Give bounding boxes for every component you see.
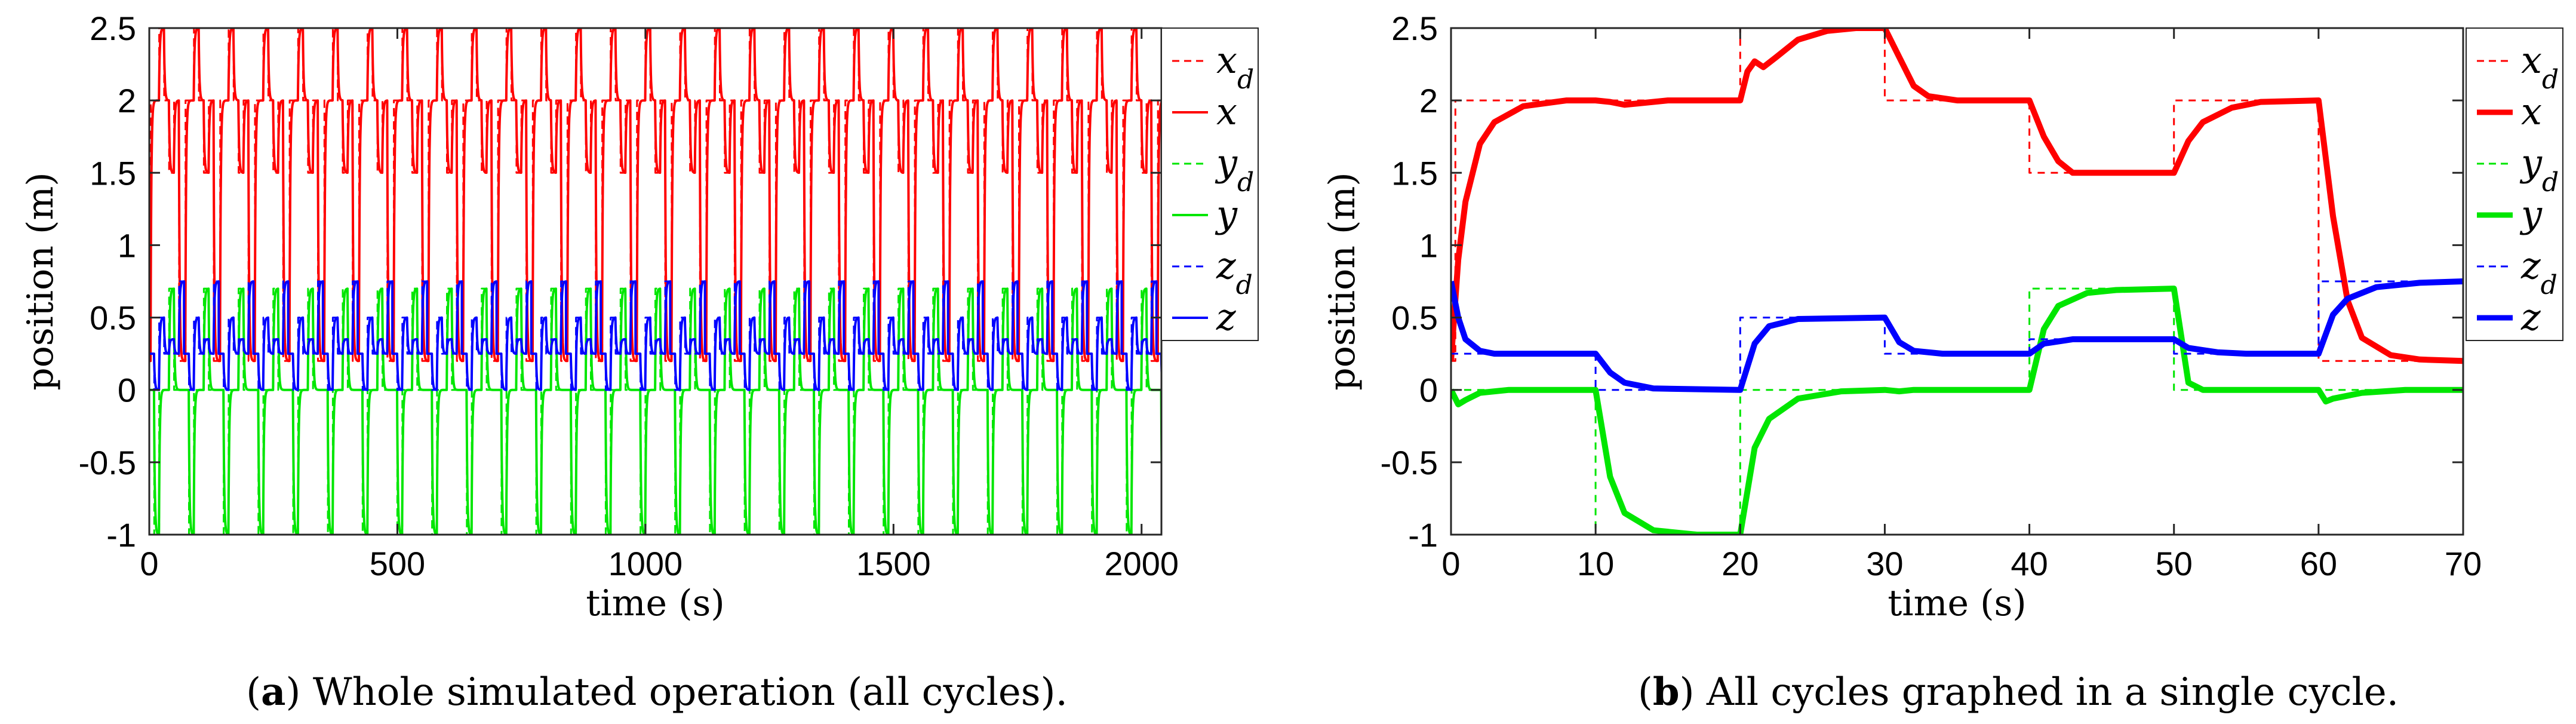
y-tick-label: 0.5 [1391,299,1438,337]
y-tick-label: 2 [1419,82,1438,119]
y-tick-label: -1 [1408,516,1438,554]
x-axis-label: time (s) [1888,582,2026,624]
y-axis-label: position (m) [20,172,62,390]
y-axis-label: position (m) [1321,172,1363,390]
y-tick-label: 1 [1419,226,1438,264]
x-tick-label: 40 [2011,545,2048,582]
y-tick-label: 0 [1419,372,1438,409]
x-tick-label: 1500 [856,545,931,582]
y-tick-label: 1 [118,226,136,264]
legend-box [1161,27,1259,341]
x-tick-label: 500 [370,545,425,582]
x-tick-label: 50 [2156,545,2193,582]
legend: xdx ydy zdz [2466,27,2563,341]
x-tick-label: 30 [1866,545,1903,582]
chart-panel-b: 0 10 20 30 40 50 60 70 -1 -0.5 0 0.5 1 1.5 2 2.5 time (s… [1321,10,2563,714]
legend-box [2466,27,2563,341]
y-tick-label: -0.5 [79,444,137,481]
x-tick-label: 0 [140,545,158,582]
series-group [1451,28,2463,535]
series-line-z [1451,278,2463,393]
legend-label-yd: yd [1215,141,1254,198]
y-tick-label: 1.5 [1391,154,1438,192]
series-line-x [149,28,1161,363]
y-tick-label: 0 [118,372,136,409]
x-tick-label: 60 [2300,545,2337,582]
caption-a: (a) Whole simulated operation (all cycle… [246,670,1068,714]
series-line-y [149,287,1161,535]
x-tick-label: 0 [1441,545,1460,582]
chart-panel-a: 0 500 1000 1500 2000 -1 -0.5 0 0.5 1 1.5 2 2.5 time (… [20,10,1259,714]
series-line-z [149,280,1161,391]
x-axis-label: time (s) [586,582,724,624]
legend-label-y: y [2519,192,2543,236]
legend-label-xd: xd [2521,38,2559,95]
y-tick-label: 2 [118,82,136,119]
legend-label-zd: zd [2520,244,2557,300]
series-group [149,28,1161,535]
x-tick-label: 10 [1577,545,1614,582]
x-tick-label: 1000 [608,545,683,582]
legend-label-x: x [2521,90,2542,133]
y-tick-label: -0.5 [1381,444,1438,481]
x-tick-label: 70 [2445,545,2482,582]
legend-label-z: z [1216,295,1236,339]
y-tick-label: 2.5 [90,10,136,47]
series-line-y [1451,286,2463,535]
y-tick-label: 1.5 [90,154,136,192]
legend: xdx ydy zdz [1161,27,1259,341]
x-tick-label: 20 [1722,545,1759,582]
axes-box [1450,27,2464,536]
legend-label-yd: yd [2519,141,2559,198]
y-tick-label: 2.5 [1391,10,1438,47]
legend-label-x: x [1216,90,1237,133]
legend-label-y: y [1215,192,1238,236]
y-tick-label: 0.5 [90,299,136,337]
plot-area [1451,28,2463,535]
legend-label-zd: zd [1216,244,1253,300]
legend-label-z: z [2520,295,2541,339]
legend-label-xd: xd [1216,38,1254,95]
y-tick-label: -1 [106,516,136,554]
series-line-x [1451,28,2463,364]
x-tick-label: 2000 [1104,545,1179,582]
caption-b: (b) All cycles graphed in a single cycle… [1638,670,2399,714]
